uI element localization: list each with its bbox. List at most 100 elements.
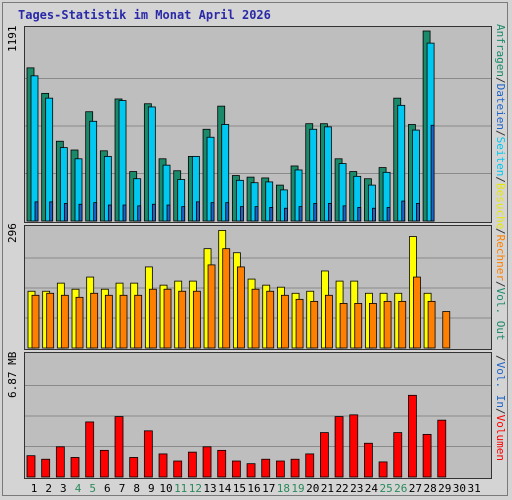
panel-volume-bar-volumen: [99, 449, 109, 478]
legend-text: /: [494, 407, 507, 415]
panel-requests-bar-seiten: [298, 206, 303, 222]
x-tick-label: 29: [438, 482, 452, 495]
panel-visits-bar-rechner: [398, 300, 407, 349]
panel-volume-bar-volumen: [173, 460, 183, 478]
panel-volume-bar-volumen: [408, 394, 417, 478]
panel-requests-bar-seiten: [269, 207, 274, 222]
panel-requests-bar-dateien: [30, 75, 39, 222]
panel-requests-bar-seiten: [122, 204, 127, 222]
panel-volume-bar-volumen: [143, 430, 153, 478]
panel-visits-bar-rechner: [31, 294, 40, 349]
x-tick-label: 4: [74, 482, 82, 495]
panel-requests-bar-seiten: [151, 203, 156, 222]
legend-text: Anfragen: [494, 24, 507, 77]
panel-visits-bar-rechner: [192, 290, 201, 349]
x-tick-label: 22: [335, 482, 349, 495]
panel-requests-bar-dateien: [265, 181, 274, 222]
x-tick-label: 1: [30, 482, 38, 495]
legend-text: /: [494, 76, 507, 84]
x-tick-label: 18: [276, 482, 290, 495]
panel-requests-bar-dateien: [412, 129, 420, 222]
panel-requests-bar-seiten: [254, 206, 259, 222]
panel-volume-bar-volumen: [364, 442, 373, 478]
panel-requests-bar-dateien: [206, 136, 215, 222]
panel-visits-bar-rechner: [148, 288, 157, 349]
panel-requests-bar-dateien: [309, 128, 318, 222]
panel-requests-bar-seiten: [49, 201, 54, 222]
legend-text: Volumen: [494, 414, 507, 461]
panel-requests-bar-seiten: [357, 207, 362, 222]
panel-volume-bar-volumen: [202, 446, 212, 478]
panel-requests-bar-dateien: [221, 124, 230, 222]
panel-requests-bar-seiten: [34, 201, 39, 222]
panel-volume-bar-volumen: [275, 460, 285, 478]
panel-requests-bar-dateien: [133, 178, 142, 222]
panel-requests-bar-dateien: [397, 104, 406, 222]
panel-volume-bar-volumen: [334, 416, 344, 478]
panel-requests-bar-seiten: [63, 203, 68, 222]
x-tick-label: 11: [174, 482, 188, 495]
panel-visits-bar-rechner: [266, 290, 275, 349]
panel-visits-bar-rechner: [427, 300, 436, 349]
panel-volume-bar-volumen: [422, 433, 432, 478]
panel-volume-bar-volumen: [319, 432, 329, 478]
panel-volume-bar-volumen: [187, 451, 197, 478]
panel-requests-bar-dateien: [59, 147, 68, 222]
x-tick-label: 14: [218, 482, 232, 495]
panel-requests-bar-seiten: [283, 207, 288, 222]
panel-requests-bar-seiten: [137, 205, 142, 222]
panel-visits-bar-rechner: [354, 303, 363, 349]
x-tick-label: 31: [467, 482, 481, 495]
panel-volume-bar-volumen: [70, 457, 80, 478]
panel-volume-bar-volumen: [246, 463, 256, 478]
legend-text: Vol. In: [494, 361, 507, 408]
x-tick-label: 12: [188, 482, 202, 495]
panel-requests-bar-dateien: [89, 120, 98, 222]
panel-visits-bar-rechner: [236, 266, 245, 349]
x-tick-label: 30: [452, 482, 467, 495]
x-axis-labels: 1 2 3 4 5 6 7 8 9 10 11 12 13 14 15 16 17 18 19 20 21 22 23 24 2…: [0, 482, 512, 496]
panel-requests-bar-dateien: [162, 164, 171, 222]
legend-text: Rechner: [494, 234, 507, 281]
panel-requests-bar-seiten: [313, 203, 318, 222]
panel-visits-bar-rechner: [295, 298, 304, 349]
panel-requests-bar-seiten: [401, 200, 406, 222]
panel-volume-bar-volumen: [290, 458, 300, 478]
chart-title: Tages-Statistik im Monat April 2026: [18, 8, 271, 22]
panel-volume-bar-volumen: [231, 460, 241, 478]
panel-volume-bar-volumen: [85, 421, 95, 478]
x-tick-label: 3: [60, 482, 67, 495]
x-tick-label: 24: [364, 482, 379, 495]
panel-requests-bar-dateien: [353, 175, 362, 222]
x-tick-label: 9: [148, 482, 155, 495]
panel-requests-bar-dateien: [177, 179, 186, 222]
panel-requests-bar-dateien: [191, 155, 200, 222]
panel-visits-bar-rechner: [324, 294, 333, 349]
panel-visits-bar-rechner: [90, 292, 99, 349]
x-tick-label: 21: [320, 482, 335, 495]
panel-requests-bar-seiten: [195, 201, 200, 222]
panel-requests-bar-dateien: [147, 106, 156, 222]
panel-volume-bar-volumen: [158, 453, 168, 478]
x-tick-label: 26: [394, 482, 408, 495]
panel-visits-bar-rechner: [104, 294, 113, 349]
x-tick-label: 6: [104, 482, 111, 495]
panel-volume-bar-volumen: [393, 432, 403, 478]
panel-requests-bar-dateien: [382, 171, 391, 222]
panel-requests-bar-dateien: [294, 169, 303, 222]
panel-requests-bar-dateien: [45, 97, 54, 222]
panel-requests-bar-seiten: [430, 124, 435, 222]
panel-requests-bar-seiten: [107, 204, 112, 222]
panel-visits-bar-rechner: [46, 292, 55, 349]
panel-visits-bar-rechner: [442, 311, 451, 349]
panel-visits-bar-rechner: [369, 303, 377, 349]
panel-visits-bar-rechner: [310, 300, 319, 349]
x-tick-label: 7: [118, 482, 126, 495]
panel-visits-bar-rechner: [207, 264, 216, 349]
x-tick-label: 15: [232, 482, 246, 495]
panel-requests-bar-dateien: [279, 189, 288, 222]
panel-requests-bar-dateien: [235, 179, 244, 222]
panel-requests-bar-seiten: [181, 206, 186, 222]
panel-requests-bar-dateien: [368, 184, 376, 222]
panel-volume-bar-volumen: [378, 461, 388, 478]
